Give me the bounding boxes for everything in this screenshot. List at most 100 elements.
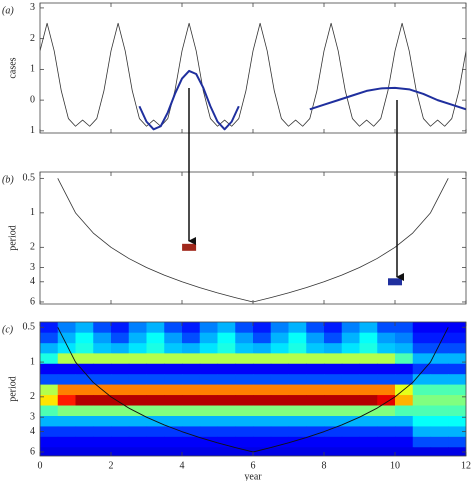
heat-cell bbox=[75, 363, 94, 375]
heat-cell bbox=[288, 332, 307, 344]
heat-cell bbox=[377, 395, 396, 407]
heat-cell bbox=[359, 426, 378, 438]
y-tick-label: 6 bbox=[30, 296, 35, 307]
heat-cell bbox=[40, 332, 59, 344]
heat-cell bbox=[253, 363, 272, 375]
heat-cell bbox=[253, 426, 272, 438]
heat-cell bbox=[93, 416, 112, 428]
heat-cell bbox=[448, 416, 466, 428]
heat-cell bbox=[395, 426, 414, 438]
heat-cell bbox=[430, 416, 449, 428]
heat-cell bbox=[253, 343, 272, 354]
heat-cell bbox=[217, 405, 236, 417]
heat-cell bbox=[253, 374, 272, 386]
heat-cell bbox=[217, 416, 236, 428]
heat-cell bbox=[377, 436, 396, 448]
heat-cell bbox=[412, 374, 432, 386]
plot-area bbox=[57, 178, 449, 303]
heat-cell bbox=[111, 416, 130, 428]
heat-cell bbox=[235, 384, 254, 396]
y-axis-label: cases bbox=[7, 57, 18, 78]
heat-cell bbox=[146, 395, 165, 407]
heat-cell bbox=[57, 395, 77, 407]
marker bbox=[388, 278, 402, 286]
heat-cell bbox=[359, 353, 378, 365]
heat-cell bbox=[40, 436, 59, 448]
heat-cell bbox=[57, 416, 77, 428]
heat-cell bbox=[395, 436, 414, 448]
heat-cell bbox=[146, 436, 165, 448]
heat-cell bbox=[128, 363, 148, 375]
heat-cell bbox=[359, 405, 378, 417]
heat-cell bbox=[448, 353, 466, 365]
heat-cell bbox=[341, 322, 361, 334]
heat-cell bbox=[111, 363, 130, 375]
heat-cell bbox=[448, 322, 466, 334]
heat-cell bbox=[448, 395, 466, 407]
heat-cell bbox=[128, 374, 148, 386]
x-tick-label: 4 bbox=[180, 460, 185, 471]
heat-cell bbox=[111, 374, 130, 386]
heat-cell bbox=[128, 353, 148, 365]
heat-cell bbox=[253, 405, 272, 417]
x-tick-label: 0 bbox=[38, 460, 43, 471]
heat-cell bbox=[395, 363, 414, 375]
heat-cell bbox=[40, 447, 59, 456]
heat-cell bbox=[270, 395, 290, 407]
heat-cell bbox=[40, 353, 59, 365]
heat-cell bbox=[253, 322, 272, 334]
heat-cell bbox=[359, 416, 378, 428]
heat-cell bbox=[359, 363, 378, 375]
heat-cell bbox=[412, 363, 432, 375]
y-tick-label: 1 bbox=[30, 64, 35, 75]
heat-cell bbox=[182, 384, 201, 396]
heat-cell bbox=[57, 374, 77, 386]
heat-cell bbox=[448, 426, 466, 438]
heat-cell bbox=[235, 405, 254, 417]
heat-cell bbox=[306, 332, 325, 344]
heat-cell bbox=[270, 384, 290, 396]
heat-cell bbox=[377, 426, 396, 438]
heat-cell bbox=[235, 374, 254, 386]
heat-cell bbox=[164, 332, 183, 344]
heat-cell bbox=[412, 353, 432, 365]
heat-cell bbox=[377, 343, 396, 354]
heat-cell bbox=[253, 416, 272, 428]
plot-area bbox=[40, 22, 466, 131]
heat-cell bbox=[128, 384, 148, 396]
heat-cell bbox=[217, 332, 236, 344]
heat-cell bbox=[395, 416, 414, 428]
heat-cell bbox=[182, 416, 201, 428]
heat-cell bbox=[341, 343, 361, 354]
heat-cell bbox=[164, 343, 183, 354]
heat-cell bbox=[128, 436, 148, 448]
heat-cell bbox=[75, 353, 94, 365]
y-tick-label: 0 bbox=[30, 94, 35, 105]
heat-cell bbox=[270, 426, 290, 438]
heat-cell bbox=[253, 436, 272, 448]
heat-cell bbox=[128, 343, 148, 354]
heat-cell bbox=[93, 426, 112, 438]
heat-cell bbox=[270, 332, 290, 344]
heat-cell bbox=[182, 332, 201, 344]
heat-cell bbox=[359, 395, 378, 407]
heat-cell bbox=[128, 405, 148, 417]
heat-cell bbox=[412, 332, 432, 344]
heat-cell bbox=[93, 322, 112, 334]
heat-cell bbox=[430, 447, 449, 456]
heat-cell bbox=[288, 363, 307, 375]
heat-cell bbox=[430, 322, 449, 334]
heat-cell bbox=[270, 353, 290, 365]
heat-cell bbox=[430, 436, 449, 448]
heat-cell bbox=[306, 447, 325, 456]
y-tick-label: 6 bbox=[30, 446, 35, 457]
heat-cell bbox=[93, 374, 112, 386]
heat-cell bbox=[306, 405, 325, 417]
x-tick-label: 8 bbox=[322, 460, 327, 471]
heat-cell bbox=[199, 353, 219, 365]
heat-cell bbox=[430, 426, 449, 438]
heat-cell bbox=[395, 353, 414, 365]
heat-cell bbox=[288, 343, 307, 354]
heat-cell bbox=[235, 343, 254, 354]
